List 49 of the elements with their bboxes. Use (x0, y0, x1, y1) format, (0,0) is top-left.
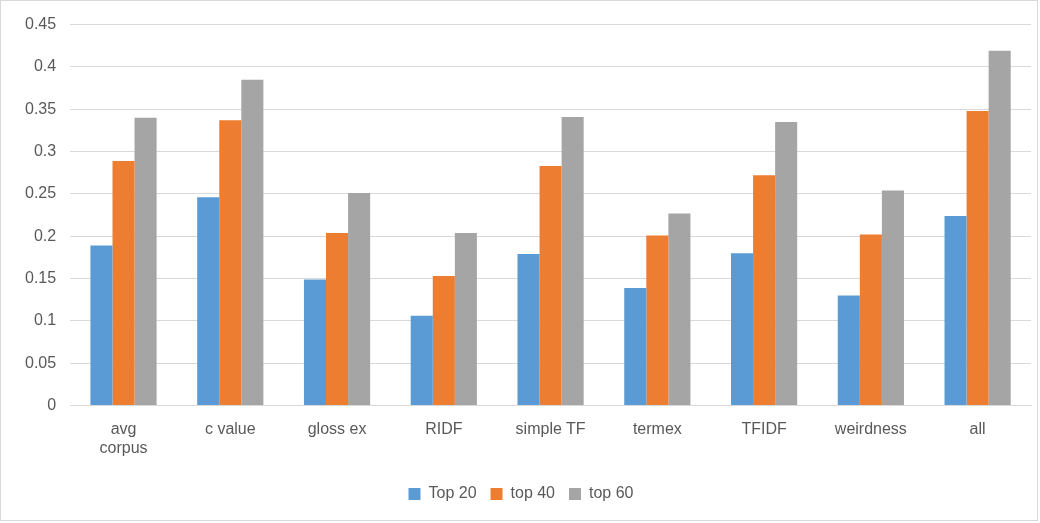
x-tick-label: weirdness (833, 419, 907, 437)
bar (410, 315, 433, 406)
x-tick-label: gloss ex (307, 419, 367, 437)
x-tick-label: termex (632, 419, 682, 437)
bar (112, 160, 135, 406)
bar (90, 245, 113, 406)
bar (624, 287, 647, 406)
x-tick-label: simple TF (515, 419, 586, 437)
bar (432, 276, 455, 406)
x-tick-label: c value (204, 419, 256, 437)
bar (517, 254, 540, 406)
y-tick-label: 0.4 (33, 57, 57, 75)
legend-label: Top 20 (428, 484, 477, 502)
y-tick-label: 0.25 (25, 184, 57, 202)
bar (837, 295, 860, 406)
bar (775, 121, 798, 406)
bar (988, 50, 1011, 406)
x-tick-label: TFIDF (741, 419, 787, 437)
bar (303, 279, 327, 406)
bar (134, 117, 157, 406)
bar (646, 235, 669, 406)
bar (539, 165, 562, 406)
x-tick-label: avg corpus (99, 419, 148, 456)
bar (348, 193, 371, 406)
bar (561, 116, 584, 406)
bar (219, 120, 242, 406)
bar (241, 79, 264, 406)
legend-label: top 40 (510, 484, 556, 502)
bar (197, 197, 220, 406)
legend-label: top 60 (589, 484, 634, 502)
bar (454, 232, 477, 406)
x-tick-label: RIDF (425, 419, 463, 437)
y-tick-label: 0.35 (25, 99, 57, 117)
bar (859, 234, 882, 406)
y-tick-label: 0.2 (33, 226, 57, 244)
bar (731, 253, 754, 406)
bar (966, 110, 989, 406)
bar (668, 213, 691, 406)
x-tick-label: all (969, 419, 986, 437)
y-tick-label: 0.3 (33, 142, 57, 160)
bar (753, 175, 776, 406)
bar (326, 232, 349, 406)
y-tick-label: 0.15 (25, 269, 57, 287)
y-tick-label: 0.05 (25, 353, 57, 371)
bar (881, 190, 904, 406)
y-tick-label: 0.1 (33, 311, 57, 329)
bar (944, 215, 967, 406)
y-tick-label: 0 (47, 396, 57, 414)
y-tick-label: 0.45 (25, 15, 57, 33)
